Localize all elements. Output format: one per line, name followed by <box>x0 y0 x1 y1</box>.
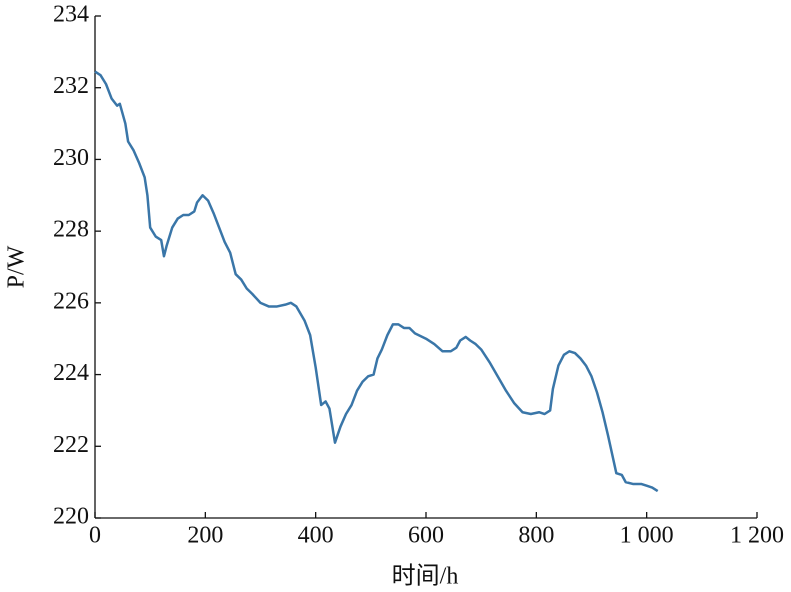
y-tick-label: 222 <box>53 432 89 458</box>
x-axis-label: 时间/h <box>392 563 459 590</box>
x-tick-label: 200 <box>187 523 223 549</box>
y-axis-label: P/W <box>4 245 30 288</box>
data-line <box>94 70 659 493</box>
y-tick-label: 226 <box>53 288 89 314</box>
x-tick-label: 400 <box>298 523 334 549</box>
y-tick-label: 228 <box>53 217 89 243</box>
x-tick-label: 800 <box>518 523 554 549</box>
x-tick-label: 0 <box>89 523 101 549</box>
y-tick-label: 220 <box>53 504 89 530</box>
y-tick-label: 230 <box>53 145 89 171</box>
x-tick-label: 1 200 <box>730 523 784 549</box>
y-tick-label: 234 <box>53 2 89 28</box>
x-tick-label: 600 <box>408 523 444 549</box>
y-tick-label: 224 <box>53 360 89 386</box>
y-tick-label: 232 <box>53 73 89 99</box>
x-tick-label: 1 000 <box>620 523 674 549</box>
